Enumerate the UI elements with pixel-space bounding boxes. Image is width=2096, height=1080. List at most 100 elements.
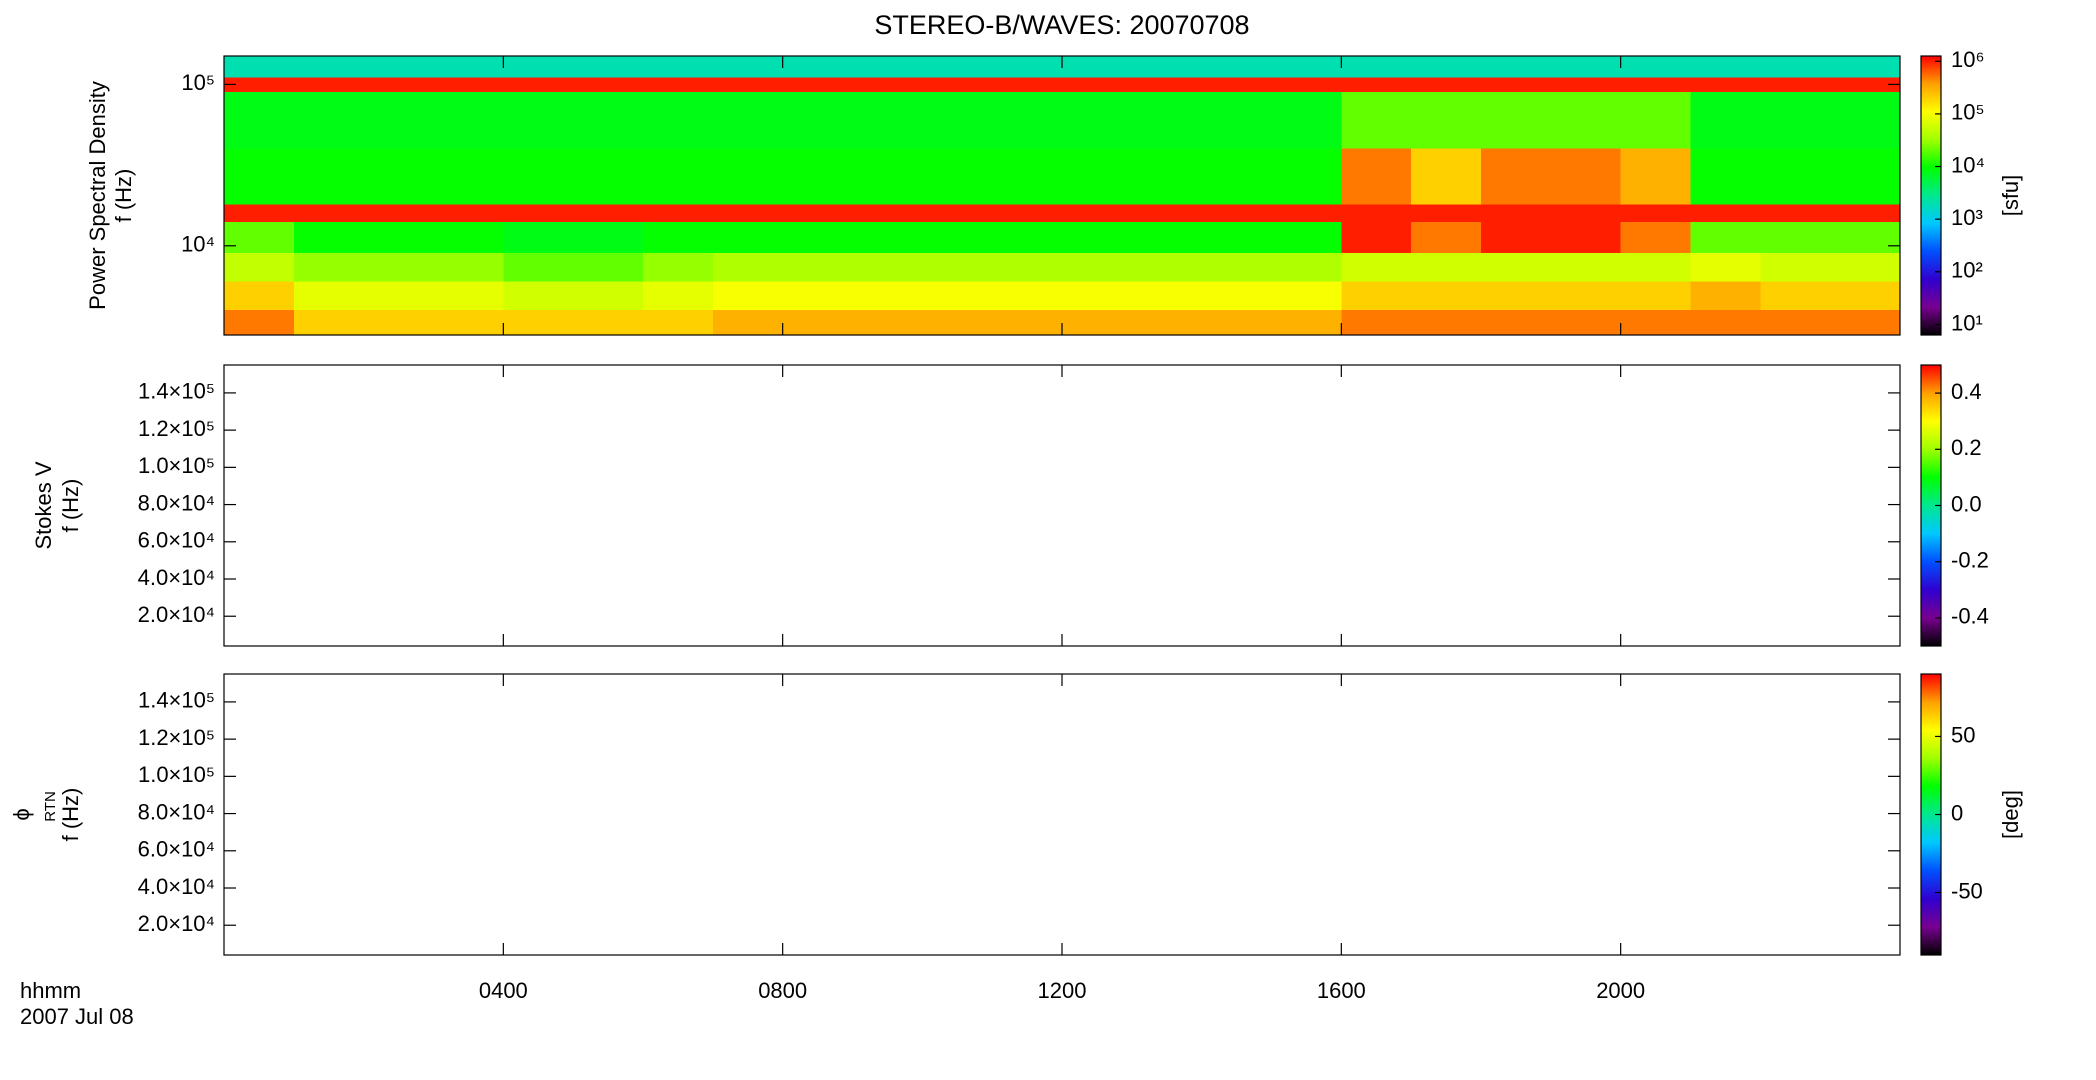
heatmap-cell [1760,77,1831,92]
y-tick-label: 6.0×10⁴ [138,837,215,862]
heatmap-cell [1201,281,1272,311]
heatmap-cell [293,148,365,205]
heatmap-cell [1411,148,1482,205]
heatmap-cell [1201,253,1272,282]
heatmap-cell [992,222,1063,254]
colorbar-tick-label: 0.4 [1951,379,1982,404]
heatmap-cell [1411,222,1482,254]
heatmap-cell [1481,77,1552,92]
heatmap-cell [643,56,714,78]
heatmap-cell [1131,222,1203,254]
x-tick-label: 2000 [1596,978,1645,1003]
chart-title: STEREO-B/WAVES: 20070708 [874,10,1249,40]
heatmap-cell [992,204,1063,223]
heatmap-cell [1271,56,1342,78]
heatmap-cell [712,222,784,254]
heatmap-cell [433,56,504,78]
heatmap-cell [1062,222,1133,254]
heatmap-cell [852,253,923,282]
heatmap-cell [224,77,295,92]
y-tick-label: 4.0×10⁴ [138,874,215,899]
heatmap-cell [363,148,434,205]
heatmap-cell [363,253,434,282]
heatmap-cell [992,148,1063,205]
y-tick-label: 1.2×10⁵ [138,416,215,441]
heatmap-cell [1481,204,1552,223]
heatmap-cell [643,281,714,311]
y-axis-label: ϕ [9,808,34,820]
heatmap-cell [1062,204,1133,223]
heatmap-cell [1760,281,1831,311]
heatmap-cell [922,310,993,335]
heatmap-cell [782,281,853,311]
heatmap-cell [1481,91,1552,149]
colorbar-tick-label: 10⁴ [1951,152,1985,177]
heatmap-cell [1690,77,1761,92]
heatmap-cell [1760,204,1831,223]
heatmap-cell [1690,148,1761,205]
heatmap-cell [1411,310,1482,335]
heatmap-cell [1411,253,1482,282]
heatmap-cell [1550,222,1622,254]
heatmap-cell [503,204,574,223]
heatmap-cell [852,204,923,223]
heatmap-cell [1620,253,1691,282]
heatmap-cell [1341,204,1412,223]
heatmap-cell [992,56,1063,78]
heatmap-cell [1201,310,1272,335]
heatmap-cell [1411,281,1482,311]
heatmap-cell [224,281,295,311]
heatmap-cell [363,77,434,92]
heatmap-cell [433,77,504,92]
heatmap-cell [573,310,644,335]
heatmap-cell [573,222,644,254]
heatmap-cell [992,91,1063,149]
heatmap-cell [503,77,574,92]
x-tick-label: 1200 [1038,978,1087,1003]
heatmap-cell [1620,91,1691,149]
heatmap-cell [293,56,365,78]
heatmap-cell [643,148,714,205]
y-axis-label: Power Spectral Density [85,81,110,310]
heatmap-cell [1481,148,1552,205]
heatmap-cell [293,310,365,335]
heatmap-cell [782,77,853,92]
heatmap-cell [503,222,574,254]
heatmap-cell [573,91,644,149]
heatmap-cell [293,204,365,223]
heatmap-cell [1201,148,1272,205]
heatmap-cell [782,56,853,78]
heatmap-cell [1411,204,1482,223]
heatmap-cell [643,222,714,254]
heatmap-cell [1550,91,1622,149]
heatmap-cell [1620,310,1691,335]
heatmap-cell [1131,253,1203,282]
heatmap-cell [224,253,295,282]
heatmap-cell [573,253,644,282]
heatmap-cell [782,204,853,223]
heatmap-cell [1341,91,1412,149]
heatmap-cell [1690,56,1761,78]
heatmap-cell [224,148,295,205]
heatmap-cell [363,281,434,311]
heatmap-cell [573,56,644,78]
heatmap-cell [1550,56,1622,78]
x-tick-label: 0800 [758,978,807,1003]
heatmap-cell [363,222,434,254]
heatmap-cell [363,56,434,78]
heatmap-cell [922,222,993,254]
heatmap-cell [503,253,574,282]
colorbar-tick-label: 10⁶ [1951,47,1985,72]
heatmap-cell [1341,281,1412,311]
heatmap-cell [1271,148,1342,205]
heatmap-cell [293,222,365,254]
heatmap-cell [782,148,853,205]
colorbar-tick-label: -0.2 [1951,548,1989,573]
heatmap-cell [643,204,714,223]
y-tick-label: 10⁵ [181,70,215,95]
heatmap-cell [433,148,504,205]
y-tick-label: 6.0×10⁴ [138,528,215,553]
heatmap-cell [224,222,295,254]
heatmap-cell [224,91,295,149]
colorbar-tick-label: 10¹ [1951,310,1983,335]
